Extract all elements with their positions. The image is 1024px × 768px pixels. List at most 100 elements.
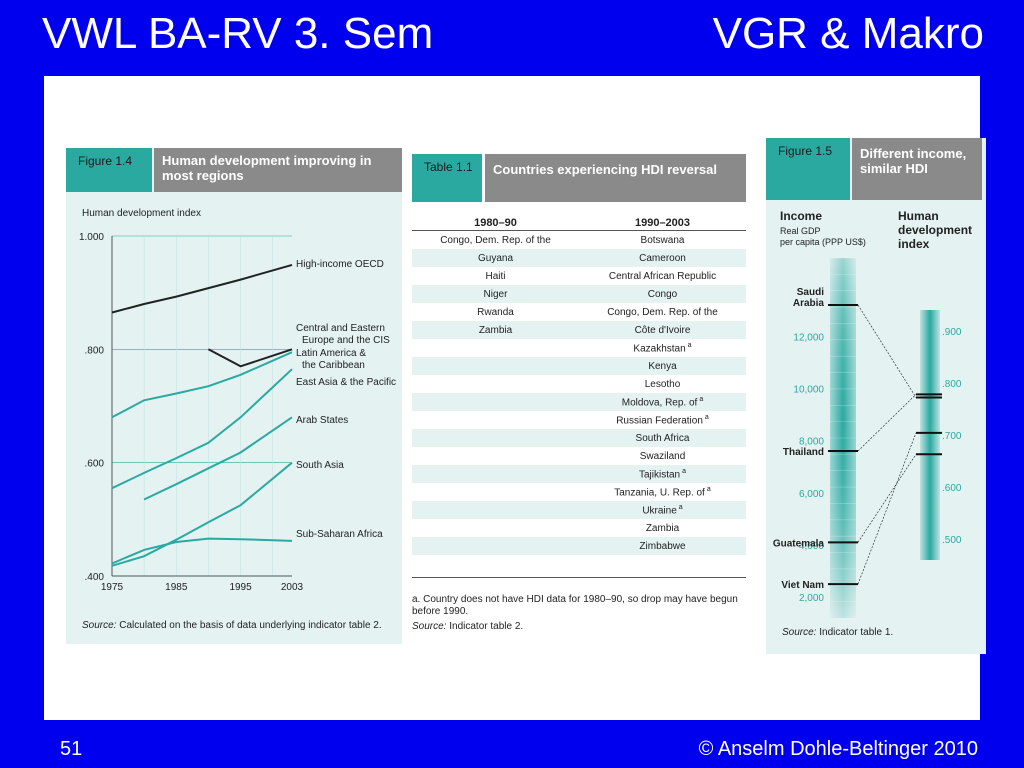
x-tick-label: 2003 — [281, 582, 304, 593]
series-line — [111, 368, 293, 490]
country-name: South Africa — [635, 432, 690, 444]
series-label: East Asia & the Pacific — [296, 377, 396, 388]
table-header-row: 1980–90 1990–2003 — [412, 216, 746, 231]
source-text: Indicator table 2. — [449, 621, 524, 632]
table-row: Lesotho — [412, 375, 746, 393]
cell-1990-2003: Zambia — [579, 519, 746, 537]
cell-1990-2003: Congo, Dem. Rep. of the — [579, 303, 746, 321]
country-name: Botswana — [640, 234, 685, 246]
series-line — [143, 416, 293, 501]
table-1-1-number: Table 1.1 — [412, 154, 482, 202]
country-name: Zimbabwe — [639, 540, 686, 552]
series-line — [207, 348, 293, 368]
country-name: Tajikistan — [638, 469, 681, 481]
hdi-tick-label: .500 — [942, 535, 962, 546]
table-row: Zambia — [412, 519, 746, 537]
income-hdi-diagram: Income Real GDP per capita (PPP US$) Human d… — [773, 209, 972, 618]
x-tick-label: 1995 — [229, 582, 252, 593]
cell-1990-2003: Central African Republic — [579, 267, 746, 285]
series-label: Central and Eastern Europe and the CIS — [296, 323, 390, 346]
cell-1990-2003: Ukraine a — [579, 501, 746, 519]
figure-1-5-source: Source: Indicator table 1. — [782, 627, 978, 638]
series-line — [111, 537, 293, 565]
figure-1-4-panel — [66, 148, 402, 644]
y-tick-label: 1.000 — [79, 232, 104, 243]
cell-1980-90: Haiti — [485, 270, 506, 282]
country-name: Kenya — [648, 360, 677, 372]
country-name: Tanzania, U. Rep. of — [614, 487, 705, 499]
country-name: Kazakhstan — [633, 343, 686, 355]
table-row: Swaziland — [412, 447, 746, 465]
country-name: Congo — [647, 288, 678, 300]
figure-1-5-number: Figure 1.5 — [766, 138, 850, 200]
hdi-tick-label: .800 — [942, 379, 962, 390]
footnote-marker: a — [699, 395, 704, 403]
cell-1990-2003: Botswana — [579, 231, 746, 250]
cell-1980-90 — [412, 447, 579, 465]
income-tick-label: 4,000 — [799, 541, 824, 552]
country-name: Ukraine — [642, 505, 677, 517]
footnote-marker: a — [678, 503, 683, 511]
table-footnote: a. Country does not have HDI data for 19… — [412, 594, 738, 617]
hdi-line-chart: Human development index 1.000 .800 .600 .400… — [79, 208, 396, 593]
cell-1990-2003: Kenya — [579, 357, 746, 375]
cell-1990-2003: Zimbabwe — [579, 537, 746, 555]
country-name: Lesotho — [644, 378, 681, 390]
income-bar-shade — [830, 258, 856, 618]
connector-line — [857, 304, 917, 398]
table-row: Guyana Cameroon — [412, 249, 746, 267]
table-bottom-rule — [412, 577, 746, 578]
x-tick-label: 1975 — [101, 582, 124, 593]
source-label: Source: — [82, 620, 117, 631]
income-tick-label: 6,000 — [799, 489, 824, 500]
table-row: Ukraine a — [412, 501, 746, 519]
cell-1990-2003: Côte d'Ivoire — [579, 321, 746, 339]
cell-1980-90: Rwanda — [477, 306, 514, 318]
y-axis-label: Human development index — [82, 208, 201, 219]
country-name: Russian Federation — [616, 415, 703, 427]
figure-1-4-title: Human development improving in most regi… — [154, 148, 402, 192]
footnote-marker: a — [682, 467, 687, 475]
series-label: Arab States — [296, 415, 348, 426]
y-tick-label: .600 — [85, 459, 105, 470]
connector-line — [857, 454, 917, 543]
cell-1980-90 — [412, 411, 579, 429]
y-tick-label: .400 — [85, 572, 105, 583]
source-text: Indicator table 1. — [819, 627, 894, 638]
cell-1990-2003: South Africa — [579, 429, 746, 447]
country-label: Saudi Arabia — [793, 287, 825, 309]
income-tick-label: 10,000 — [793, 384, 824, 395]
footnote-marker: a — [687, 341, 692, 349]
hdi-bar — [920, 310, 940, 560]
cell-1990-2003: Swaziland — [579, 447, 746, 465]
cell-1990-2003: Tanzania, U. Rep. of a — [579, 483, 746, 501]
hdi-reversal-table: 1980–90 1990–2003 Congo, Dem. Rep. of th… — [412, 216, 746, 555]
cell-1980-90: Congo, Dem. Rep. of the — [440, 234, 551, 246]
cell-1980-90 — [412, 375, 579, 393]
country-name: Côte d'Ivoire — [634, 324, 691, 336]
series-label: High-income OECD — [296, 259, 384, 270]
cell-1980-90 — [412, 519, 579, 537]
page-number: 51 — [60, 738, 83, 760]
table-source: Source: Indicator table 2. — [412, 621, 742, 632]
cell-1980-90 — [412, 393, 579, 411]
country-label: Viet Nam — [781, 580, 824, 591]
table-row: Zimbabwe — [412, 537, 746, 555]
cell-1980-90: Guyana — [412, 249, 579, 267]
country-name: Central African Republic — [608, 270, 717, 282]
country-name: Moldova, Rep. of — [621, 397, 698, 409]
cell-1980-90 — [412, 339, 579, 357]
table-row: Kenya — [412, 357, 746, 375]
series-label: Latin America & the Caribbean — [296, 348, 366, 371]
country-name: Congo, Dem. Rep. of the — [607, 306, 718, 318]
country-label: Guatemala — [773, 538, 825, 549]
income-axis-sublabel: Real GDP per capita (PPP US$) — [780, 226, 866, 247]
cell-1980-90 — [412, 465, 579, 483]
source-text: Calculated on the basis of data underlyi… — [119, 620, 382, 631]
cell-1990-2003: Tajikistan a — [579, 465, 746, 483]
cell-1990-2003: Lesotho — [579, 375, 746, 393]
series-line — [111, 461, 293, 567]
table-row: South Africa — [412, 429, 746, 447]
cell-1980-90 — [412, 429, 579, 447]
source-label: Source: — [412, 621, 447, 632]
